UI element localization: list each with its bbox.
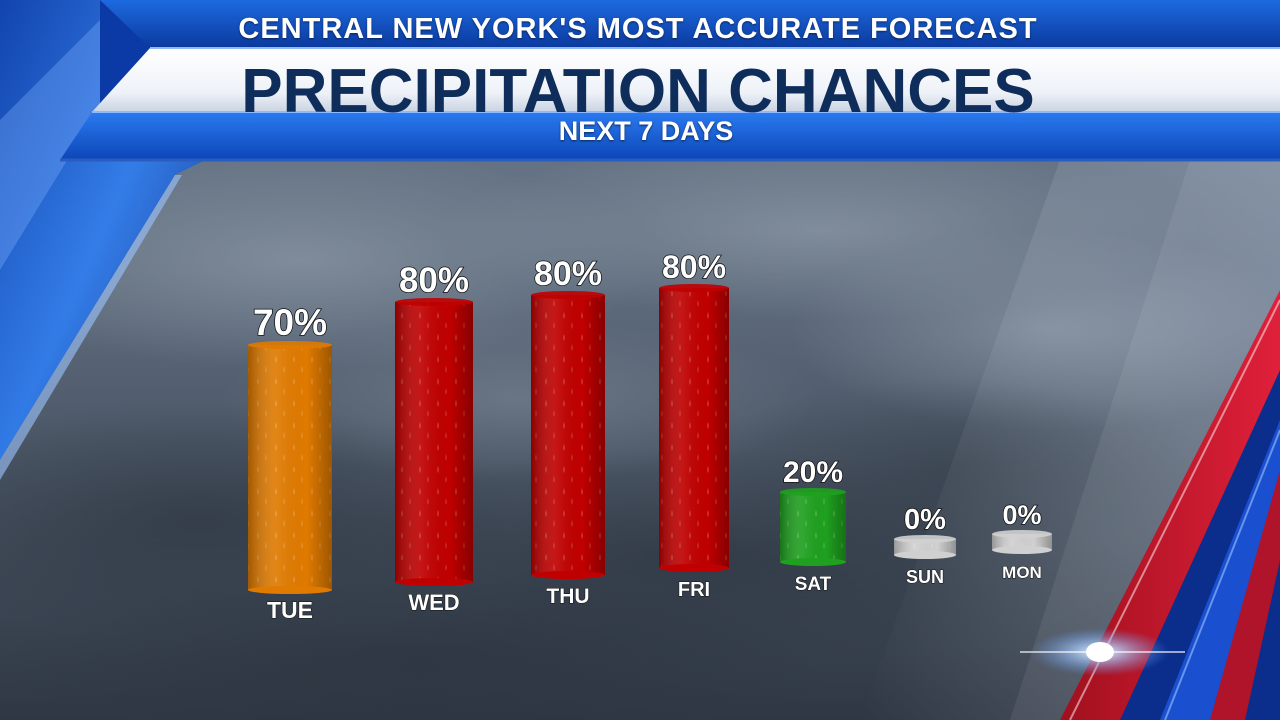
day-label-sat: SAT [795,574,832,595]
page-subtitle: NEXT 7 DAYS [558,116,734,146]
page-title: PRECIPITATION CHANCES [241,57,1035,126]
bar-fri [659,284,729,572]
value-label-sun: 0% [904,504,946,536]
top-banner-title: CENTRAL NEW YORK'S MOST ACCURATE FORECAS… [238,13,1038,45]
bar-thu [531,291,605,579]
day-label-tue: TUE [267,597,313,623]
day-label-fri: FRI [678,579,710,601]
value-label-fri: 80% [662,249,726,285]
value-label-mon: 0% [1002,500,1041,530]
day-label-mon: MON [1002,563,1042,582]
value-label-thu: 80% [534,255,602,293]
bar-tue [248,341,332,594]
value-label-wed: 80% [399,261,469,300]
value-label-tue: 70% [253,302,327,343]
day-label-wed: WED [408,590,459,615]
day-label-thu: THU [546,585,589,608]
bar-sat [780,488,846,566]
bar-sun [894,535,956,559]
bar-wed [395,298,473,586]
bar-mon [992,530,1052,554]
value-label-sat: 20% [783,456,843,489]
day-label-sun: SUN [906,567,944,587]
